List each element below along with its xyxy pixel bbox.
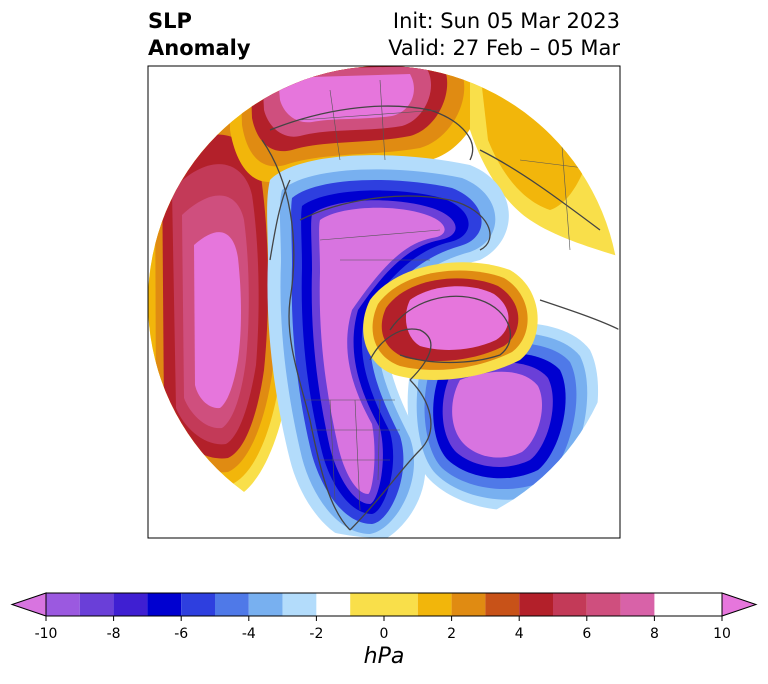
colorbar-tick-label: 10 xyxy=(713,626,731,642)
colorbar-cell xyxy=(586,593,621,616)
colorbar-cell xyxy=(113,593,148,616)
colorbar-tick-label: 4 xyxy=(515,626,524,642)
colorbar-cells xyxy=(10,592,758,617)
colorbar-cell xyxy=(350,593,418,616)
colorbar-cell xyxy=(485,593,520,616)
colorbar-cell xyxy=(248,593,283,616)
colorbar-cell xyxy=(553,593,587,616)
colorbar-unit: hPa xyxy=(363,644,405,669)
colorbar-cell xyxy=(316,593,351,616)
colorbar-tick-label: -2 xyxy=(309,626,323,642)
colorbar-cell xyxy=(282,593,317,616)
colorbar-over-arrow xyxy=(721,592,758,617)
colorbar-ticks: -10 -8 -6 -4 -2 0 2 4 6 8 10 xyxy=(35,616,731,642)
colorbar-tick-label: -10 xyxy=(35,626,58,642)
colorbar-cell xyxy=(147,593,182,616)
colorbar-cell xyxy=(181,593,215,616)
colorbar-tick-label: 0 xyxy=(380,626,389,642)
map-title: SLP Anomaly xyxy=(148,8,251,62)
title-line-2: Anomaly xyxy=(148,36,251,60)
colorbar-cell xyxy=(215,593,249,616)
atlantic-low xyxy=(407,322,599,511)
country-borders xyxy=(299,79,601,511)
siberia-high xyxy=(230,66,483,182)
map-frame xyxy=(147,65,621,539)
colorbar-tick-label: 6 xyxy=(582,626,591,642)
colorbar-cell xyxy=(417,593,452,616)
coastlines xyxy=(261,105,620,531)
polar-map xyxy=(147,65,621,539)
colorbar-under-arrow xyxy=(10,592,47,617)
colorbar-tick-label: 2 xyxy=(447,626,456,642)
colorbar-cell xyxy=(519,593,553,616)
colorbar-cell xyxy=(451,593,486,616)
colorbar: -10 -8 -6 -4 -2 0 2 4 6 8 10 xyxy=(10,592,758,642)
colorbar-tick-label: -8 xyxy=(107,626,121,642)
colorbar-tick-label: 8 xyxy=(650,626,659,642)
colorbar-cell xyxy=(79,593,114,616)
colorbar-tick-label: -6 xyxy=(174,626,188,642)
pacific-high xyxy=(148,86,297,501)
anomaly-field xyxy=(148,66,620,538)
title-line-1: SLP xyxy=(148,9,192,33)
arctic-low xyxy=(267,155,509,538)
colorbar-cell xyxy=(620,593,655,616)
map-subtitle: Init: Sun 05 Mar 2023 Valid: 27 Feb – 05… xyxy=(388,8,620,62)
valid-period: Valid: 27 Feb – 05 Mar xyxy=(388,36,620,60)
colorbar-tick-label: -4 xyxy=(242,626,256,642)
greenland-high xyxy=(363,262,538,380)
colorbar-cell xyxy=(46,593,80,616)
init-time: Init: Sun 05 Mar 2023 xyxy=(392,9,620,33)
